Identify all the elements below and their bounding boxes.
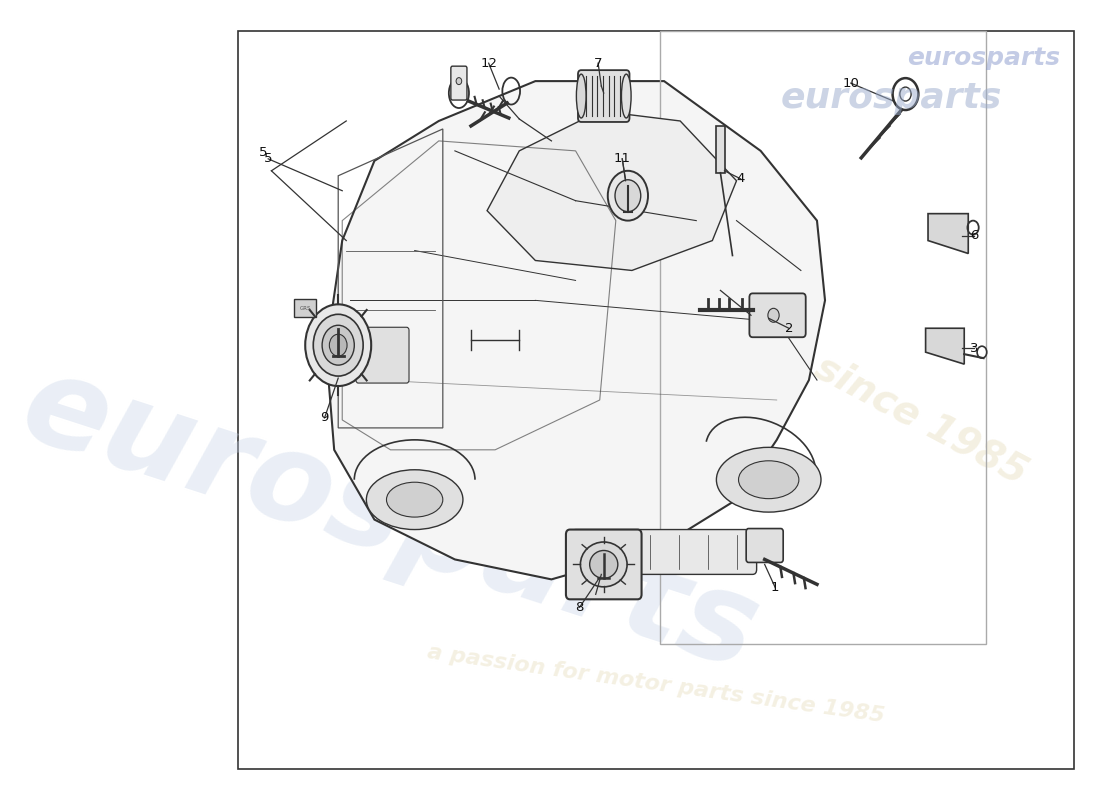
Text: 3: 3: [969, 342, 978, 354]
FancyBboxPatch shape: [578, 70, 629, 122]
Ellipse shape: [608, 170, 648, 221]
Ellipse shape: [305, 304, 371, 386]
Ellipse shape: [386, 482, 443, 517]
Text: 10: 10: [843, 77, 859, 90]
Ellipse shape: [581, 542, 627, 587]
Text: since 1985: since 1985: [808, 348, 1034, 492]
Text: 5: 5: [264, 152, 273, 166]
FancyBboxPatch shape: [356, 327, 409, 383]
Ellipse shape: [576, 74, 586, 118]
Polygon shape: [487, 111, 737, 270]
Text: eurosparts: eurosparts: [8, 344, 773, 695]
Text: 6: 6: [970, 229, 978, 242]
Text: 1: 1: [771, 581, 780, 594]
Text: 2: 2: [784, 322, 793, 334]
Text: 5: 5: [260, 146, 267, 159]
Ellipse shape: [615, 180, 641, 212]
FancyBboxPatch shape: [451, 66, 468, 100]
Text: 11: 11: [614, 152, 630, 166]
Ellipse shape: [329, 334, 348, 356]
Ellipse shape: [366, 470, 463, 530]
Polygon shape: [925, 328, 965, 364]
Text: eurosparts: eurosparts: [906, 46, 1060, 70]
Polygon shape: [928, 214, 968, 254]
Text: 8: 8: [575, 601, 584, 614]
Text: 7: 7: [594, 57, 603, 70]
Text: a passion for motor parts since 1985: a passion for motor parts since 1985: [426, 642, 886, 726]
Text: 9: 9: [320, 411, 329, 425]
Ellipse shape: [716, 447, 821, 512]
Ellipse shape: [768, 308, 779, 322]
Text: 4: 4: [736, 172, 745, 186]
FancyBboxPatch shape: [565, 530, 641, 599]
Text: eurosparts: eurosparts: [781, 81, 1002, 115]
FancyBboxPatch shape: [746, 529, 783, 562]
Text: 12: 12: [481, 57, 497, 70]
Ellipse shape: [590, 550, 618, 578]
Ellipse shape: [322, 326, 354, 365]
Polygon shape: [326, 81, 825, 579]
Ellipse shape: [738, 461, 799, 498]
Bar: [660, 31, 986, 644]
FancyBboxPatch shape: [749, 294, 805, 338]
Ellipse shape: [456, 78, 462, 85]
Text: GRS: GRS: [299, 306, 311, 311]
FancyBboxPatch shape: [294, 299, 317, 318]
FancyBboxPatch shape: [572, 530, 757, 574]
Ellipse shape: [314, 314, 363, 376]
Ellipse shape: [621, 74, 631, 118]
Polygon shape: [716, 126, 725, 173]
